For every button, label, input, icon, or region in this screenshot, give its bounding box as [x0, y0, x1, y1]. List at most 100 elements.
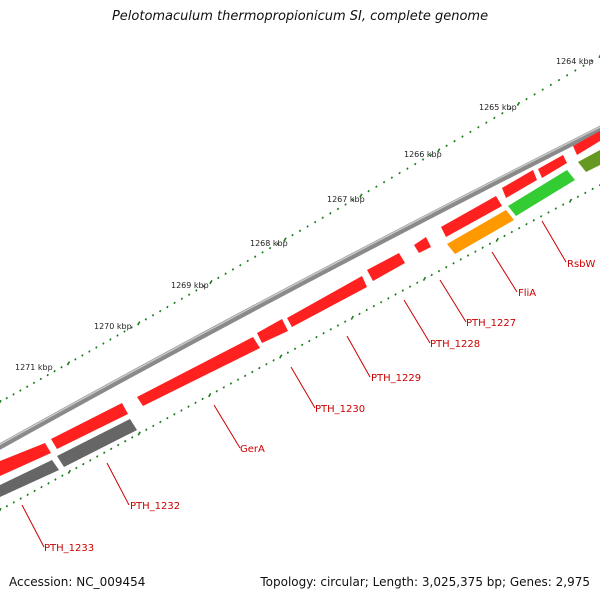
ruler-outer-tick-66 [485, 121, 488, 124]
ruler-outer-tick-11 [74, 358, 77, 361]
ruler-inner-tick-58 [408, 285, 412, 288]
ruler-inner-tick-21 [145, 428, 148, 431]
feature-fwd-6[interactable] [367, 253, 405, 281]
feature-fwd-9[interactable] [137, 337, 260, 406]
gene-label-pth1228[interactable]: PTH_1228 [430, 339, 480, 350]
feature-fwd-11[interactable] [0, 443, 51, 476]
ruler-inner-tick-8 [54, 478, 57, 481]
ruler-inner-tick-7 [47, 482, 50, 485]
ruler-inner-tick-2 [12, 501, 16, 504]
ruler-inner-tick-78 [554, 207, 558, 210]
gene-label-pth1229[interactable]: PTH_1229 [371, 373, 421, 384]
ruler-inner-tick-43 [300, 343, 304, 347]
ruler-inner-tick-83 [591, 187, 594, 191]
ruler-inner-tick-14 [96, 455, 99, 458]
ruler-inner-tick-12 [82, 462, 85, 466]
ruler-outer-tick-57 [414, 162, 417, 166]
ruler-inner-tick-46 [322, 331, 325, 335]
ruler-outer-tick-14 [95, 346, 98, 349]
ruler-outer-tick-28 [195, 289, 198, 292]
ruler-inner-tick-17 [117, 443, 120, 447]
feature-olive[interactable] [578, 150, 600, 172]
ruler-outer-tick-36 [253, 255, 257, 258]
ruler-outer-tick-5 [32, 381, 36, 385]
ruler-outer-tick-38 [268, 246, 272, 250]
ruler-inner-tick-80 [568, 198, 573, 203]
gene-label-gera[interactable]: GerA [240, 444, 265, 455]
ruler-inner-tick-47 [329, 328, 332, 331]
ruler-outer-tick-0 [0, 399, 2, 405]
ruler-inner-tick-30 [208, 392, 212, 398]
gene-label-rsbw[interactable]: RsbW [567, 259, 596, 270]
ruler-inner-tick-27 [187, 405, 190, 408]
ruler-outer-tick-52 [375, 185, 378, 188]
ruler-outer-tick-32 [224, 272, 227, 275]
gene-label-pth1227[interactable]: PTH_1227 [466, 318, 516, 329]
gene-label-pth1233[interactable]: PTH_1233 [44, 543, 94, 554]
ruler-inner-tick-59 [416, 281, 419, 285]
feature-flia[interactable] [447, 210, 514, 254]
gene-label-flia[interactable]: FliA [518, 288, 536, 299]
gene-label-pth1232[interactable]: PTH_1232 [130, 501, 180, 512]
feature-fwd-3[interactable] [502, 170, 537, 198]
ruler-inner-tick-48 [336, 324, 340, 327]
ruler-inner-tick-51 [358, 312, 361, 316]
ruler-outer-tick-63 [461, 135, 464, 138]
ruler-outer-tick-18 [123, 330, 126, 333]
ruler-inner-tick-18 [124, 439, 127, 443]
ruler-inner-tick-42 [293, 347, 297, 351]
ruler-outer-tick-29 [202, 285, 205, 288]
ruler-outer-tick-50 [359, 193, 363, 198]
leader-rsbw [541, 220, 567, 263]
tick-label-1267: 1267 kbp [327, 195, 365, 204]
ruler-outer-tick-56 [406, 167, 409, 170]
ruler-outer-tick-62 [453, 139, 456, 143]
ruler-inner-tick-53 [372, 304, 376, 308]
ruler-inner-tick-37 [258, 366, 261, 370]
genome-summary-text: Topology: circular; Length: 3,025,375 bp… [260, 575, 590, 589]
ruler-outer-tick-73 [541, 88, 544, 91]
ruler-inner-tick-0 [0, 507, 2, 513]
leader-pth1230 [290, 366, 316, 409]
feature-fwd-2[interactable] [538, 155, 567, 178]
feature-fwd-8[interactable] [257, 319, 288, 343]
feature-rev-gray-1[interactable] [57, 419, 137, 467]
ruler-outer-tick-37 [261, 251, 264, 254]
feature-fwd-7[interactable] [287, 276, 367, 327]
feature-fwd-1[interactable] [573, 131, 600, 155]
tick-label-1269: 1269 kbp [171, 281, 209, 290]
ruler-outer-tick-59 [429, 153, 433, 157]
ruler-outer-tick-58 [421, 158, 425, 161]
leader-pth1227 [439, 279, 467, 323]
genome-backbone-highlight [0, 126, 600, 446]
ruler-inner-tick-22 [152, 424, 155, 428]
ruler-inner-tick-73 [517, 226, 521, 230]
feature-rev-gray-2[interactable] [0, 460, 59, 497]
ruler-outer-tick-39 [276, 242, 279, 246]
ruler-inner-tick-79 [561, 203, 565, 206]
gene-label-pth1230[interactable]: PTH_1230 [315, 404, 365, 415]
gene-features [0, 131, 600, 497]
ruler-outer-tick-2 [12, 393, 15, 396]
leader-pth1233 [21, 504, 45, 548]
tick-label-1264: 1264 kbp [556, 57, 594, 66]
feature-fwd-4[interactable] [441, 196, 502, 237]
leader-pth1228 [403, 299, 431, 344]
ruler-inner-tick-71 [503, 234, 506, 238]
ruler-inner-tick-82 [584, 191, 587, 195]
ruler-outer-tick-69 [509, 107, 512, 110]
feature-rsbw[interactable] [508, 170, 575, 216]
ruler-outer-tick-1 [5, 396, 8, 400]
feature-fwd-10[interactable] [51, 403, 128, 449]
ruler-inner-tick-35 [243, 374, 247, 378]
ruler-inner-tick-13 [89, 459, 92, 462]
ruler-outer-tick-23 [159, 309, 162, 313]
feature-fwd-5[interactable] [414, 237, 431, 253]
ruler-outer-tick-80 [598, 53, 600, 59]
ruler-outer-tick-77 [574, 69, 577, 72]
ruler-outer-tick-6 [39, 377, 43, 381]
ruler-outer-tick-24 [166, 305, 169, 309]
ruler-inner-tick-44 [308, 339, 311, 343]
ruler-outer-tick-8 [53, 369, 56, 373]
